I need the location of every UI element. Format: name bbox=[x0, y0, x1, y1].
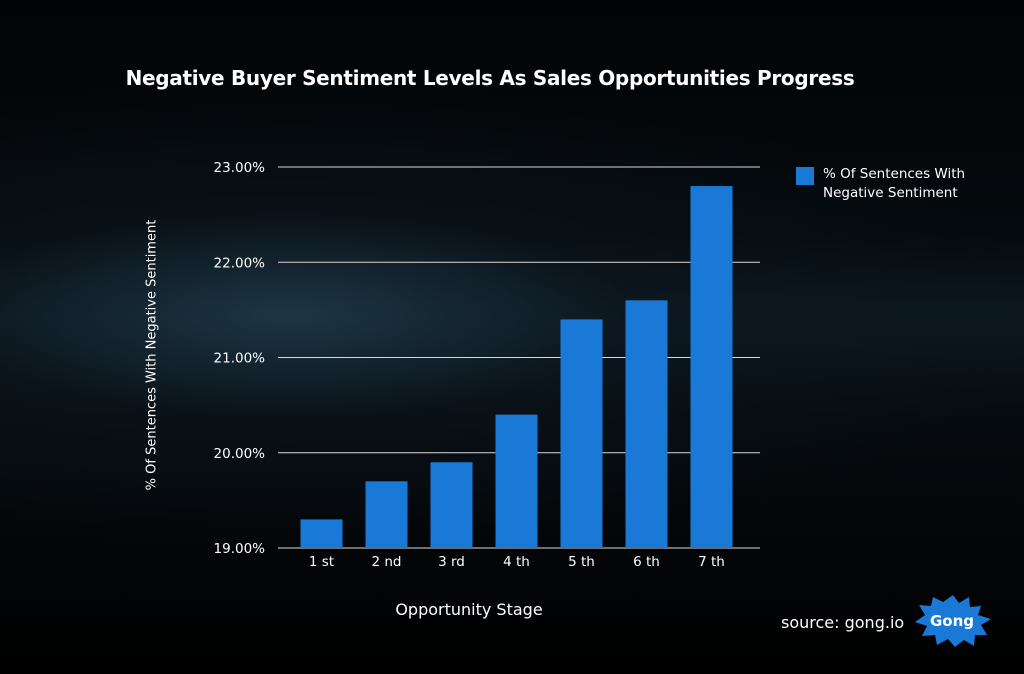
gong-logo-burst bbox=[915, 595, 991, 647]
x-tick-label: 4 th bbox=[503, 554, 530, 570]
chart-title: Negative Buyer Sentiment Levels As Sales… bbox=[125, 66, 855, 90]
y-tick-label: 22.00% bbox=[214, 255, 266, 271]
legend-swatch bbox=[796, 167, 814, 185]
x-tick-label: 7 th bbox=[698, 554, 725, 570]
x-tick-label: 2 nd bbox=[371, 554, 401, 570]
bar bbox=[495, 414, 538, 548]
y-tick-label: 23.00% bbox=[214, 160, 266, 176]
y-tick-label: 19.00% bbox=[214, 541, 266, 557]
gong-logo: Gong bbox=[915, 595, 991, 647]
y-tick-label: 21.00% bbox=[214, 351, 266, 367]
bar bbox=[560, 319, 603, 548]
x-tick-label: 6 th bbox=[633, 554, 660, 570]
bar bbox=[300, 519, 343, 548]
source-caption: source: gong.io bbox=[781, 613, 905, 632]
x-tick-label: 1 st bbox=[309, 554, 334, 570]
legend-label: % Of Sentences With Negative Sentiment bbox=[823, 166, 966, 201]
bar bbox=[625, 300, 668, 548]
y-tick-label: 20.00% bbox=[214, 446, 266, 462]
gong-logo-text: Gong bbox=[930, 612, 974, 630]
x-tick-label: 5 th bbox=[568, 554, 595, 570]
bar bbox=[365, 481, 408, 548]
bar bbox=[690, 186, 733, 549]
x-axis-label: Opportunity Stage bbox=[395, 600, 543, 619]
x-tick-label: 3 rd bbox=[438, 554, 465, 570]
bar bbox=[430, 462, 473, 548]
